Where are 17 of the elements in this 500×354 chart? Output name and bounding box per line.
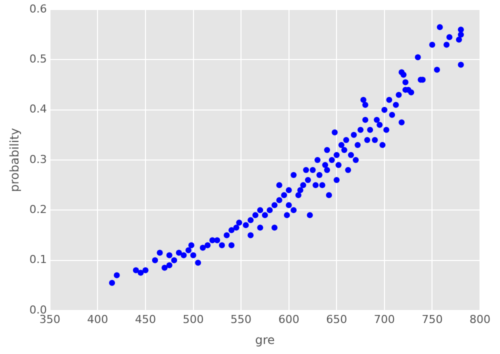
x-tick-label: 700 <box>374 312 395 326</box>
y-tick-label: 0.1 <box>29 253 47 266</box>
x-axis-title: gre <box>255 332 275 347</box>
x-tick-label: 800 <box>470 312 490 326</box>
y-tick-label: 0.5 <box>29 52 47 66</box>
y-tick-label: 0.3 <box>29 152 47 166</box>
x-tick-label: 750 <box>422 312 443 326</box>
y-tick-label: 0.4 <box>29 102 47 116</box>
x-tick-label: 550 <box>230 312 252 326</box>
y-axis-title: probability <box>7 128 22 192</box>
x-tick-label: 400 <box>87 312 108 326</box>
x-tick-label: 500 <box>182 312 204 326</box>
y-tick-label: 0.6 <box>29 2 47 16</box>
x-tick-label: 650 <box>326 312 348 326</box>
y-tick-label: 0.2 <box>29 202 47 216</box>
x-tick-label: 450 <box>134 312 156 326</box>
x-tick-label: 600 <box>278 312 300 326</box>
